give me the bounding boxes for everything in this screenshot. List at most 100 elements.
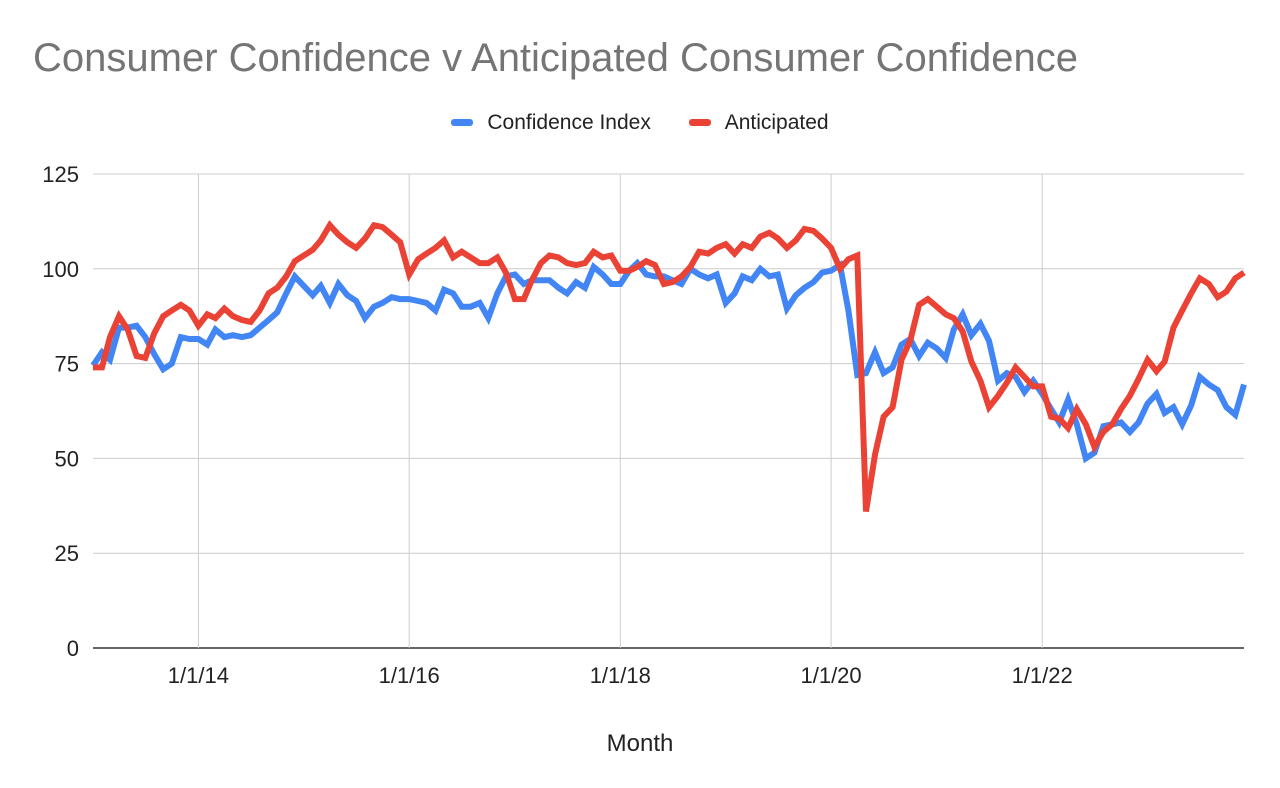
data-point-confidence-index — [1226, 407, 1227, 408]
data-point-anticipated — [708, 253, 709, 254]
data-point-confidence-index — [470, 306, 471, 307]
data-point-confidence-index — [1199, 376, 1200, 377]
data-point-confidence-index — [479, 302, 480, 303]
data-point-confidence-index — [250, 335, 251, 336]
legend: Confidence Index Anticipated — [0, 108, 1280, 135]
data-point-anticipated — [971, 361, 972, 362]
data-point-confidence-index — [180, 337, 181, 338]
data-point-confidence-index — [409, 299, 410, 300]
data-point-anticipated — [259, 310, 260, 311]
data-point-anticipated — [523, 299, 524, 300]
data-point-confidence-index — [681, 284, 682, 285]
data-point-confidence-index — [593, 266, 594, 267]
data-point-anticipated — [549, 255, 550, 256]
data-point-confidence-index — [953, 329, 954, 330]
data-point-anticipated — [303, 255, 304, 256]
data-point-confidence-index — [1138, 422, 1139, 423]
data-point-anticipated — [980, 380, 981, 381]
data-point-confidence-index — [883, 373, 884, 374]
data-point-anticipated — [716, 247, 717, 248]
data-point-anticipated — [804, 229, 805, 230]
data-point-anticipated — [1235, 278, 1236, 279]
y-tick-label: 0 — [67, 636, 79, 661]
legend-swatch-anticipated — [688, 119, 711, 126]
data-point-anticipated — [602, 257, 603, 258]
data-point-anticipated — [936, 306, 937, 307]
data-point-anticipated — [646, 261, 647, 262]
data-point-anticipated — [1191, 293, 1192, 294]
data-point-confidence-index — [189, 339, 190, 340]
data-point-anticipated — [347, 242, 348, 243]
data-point-anticipated — [1006, 382, 1007, 383]
data-point-confidence-index — [813, 282, 814, 283]
x-tick-label: 1/1/22 — [1012, 663, 1073, 688]
data-point-anticipated — [180, 304, 181, 305]
data-point-anticipated — [927, 299, 928, 300]
data-point-anticipated — [611, 255, 612, 256]
data-point-anticipated — [1121, 409, 1122, 410]
y-tick-label: 125 — [42, 162, 79, 187]
data-point-confidence-index — [119, 327, 120, 328]
data-point-confidence-index — [646, 274, 647, 275]
data-point-anticipated — [409, 274, 410, 275]
data-point-anticipated — [989, 407, 990, 408]
data-point-confidence-index — [831, 270, 832, 271]
data-point-confidence-index — [400, 299, 401, 300]
data-point-anticipated — [453, 257, 454, 258]
data-point-anticipated — [1182, 310, 1183, 311]
data-point-anticipated — [848, 259, 849, 260]
data-point-anticipated — [531, 280, 532, 281]
x-tick-label: 1/1/14 — [168, 663, 229, 688]
data-point-anticipated — [119, 316, 120, 317]
legend-item-anticipated[interactable]: Anticipated — [688, 110, 829, 135]
data-point-anticipated — [919, 304, 920, 305]
data-point-anticipated — [998, 395, 999, 396]
data-point-confidence-index — [303, 285, 304, 286]
data-point-confidence-index — [716, 274, 717, 275]
data-point-anticipated — [136, 356, 137, 357]
data-point-anticipated — [418, 259, 419, 260]
data-point-anticipated — [866, 511, 867, 512]
data-point-anticipated — [681, 276, 682, 277]
data-point-anticipated — [1085, 424, 1086, 425]
data-point-confidence-index — [760, 268, 761, 269]
data-point-confidence-index — [461, 306, 462, 307]
legend-item-confidence-index[interactable]: Confidence Index — [451, 111, 651, 135]
data-point-anticipated — [198, 325, 199, 326]
chart-title: Consumer Confidence v Anticipated Consum… — [33, 36, 1079, 80]
data-point-confidence-index — [725, 302, 726, 303]
data-point-anticipated — [435, 247, 436, 248]
data-point-anticipated — [629, 270, 630, 271]
data-point-anticipated — [1112, 424, 1113, 425]
data-point-anticipated — [663, 284, 664, 285]
data-point-anticipated — [725, 244, 726, 245]
data-point-confidence-index — [777, 274, 778, 275]
data-point-anticipated — [831, 247, 832, 248]
data-point-confidence-index — [171, 363, 172, 364]
data-point-confidence-index — [769, 276, 770, 277]
data-point-confidence-index — [786, 308, 787, 309]
data-point-anticipated — [593, 251, 594, 252]
data-point-confidence-index — [242, 337, 243, 338]
data-point-anticipated — [505, 272, 506, 273]
data-point-anticipated — [1068, 428, 1069, 429]
data-point-confidence-index — [488, 318, 489, 319]
data-point-confidence-index — [1164, 412, 1165, 413]
data-point-anticipated — [567, 263, 568, 264]
data-point-anticipated — [558, 257, 559, 258]
data-point-anticipated — [374, 225, 375, 226]
data-point-anticipated — [1015, 367, 1016, 368]
data-point-anticipated — [1138, 378, 1139, 379]
data-point-anticipated — [1226, 291, 1227, 292]
data-point-anticipated — [672, 282, 673, 283]
data-point-anticipated — [1033, 386, 1034, 387]
data-point-anticipated — [901, 359, 902, 360]
legend-label-anticipated: Anticipated — [724, 110, 829, 134]
data-point-confidence-index — [154, 354, 155, 355]
data-point-anticipated — [400, 242, 401, 243]
data-point-confidence-index — [734, 293, 735, 294]
data-point-confidence-index — [1182, 424, 1183, 425]
data-point-confidence-index — [198, 339, 199, 340]
data-point-anticipated — [742, 244, 743, 245]
data-point-anticipated — [514, 299, 515, 300]
